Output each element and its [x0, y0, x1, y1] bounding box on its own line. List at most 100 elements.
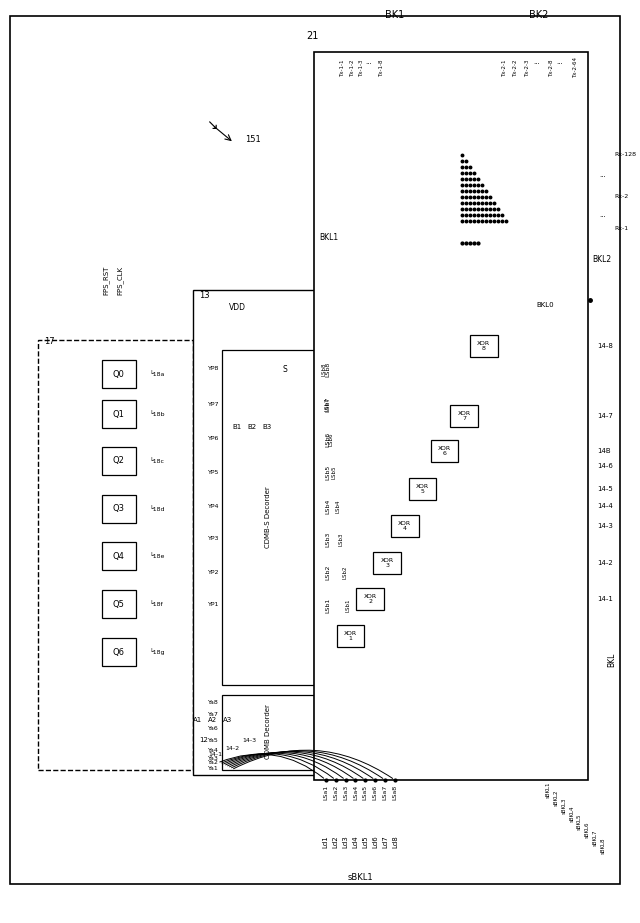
Text: sBKL7: sBKL7 — [593, 830, 598, 846]
Text: XOR
3: XOR 3 — [381, 557, 394, 569]
Text: Rx-128: Rx-128 — [614, 152, 636, 158]
Bar — [373, 552, 401, 574]
Text: B3: B3 — [262, 424, 271, 430]
Bar — [314, 52, 588, 780]
Bar — [102, 447, 136, 475]
Text: Tx-2-8: Tx-2-8 — [549, 59, 554, 77]
Text: 14-5: 14-5 — [597, 486, 613, 492]
Text: sBKL8: sBKL8 — [601, 838, 606, 855]
Bar — [102, 590, 136, 618]
Text: YP8: YP8 — [208, 366, 220, 371]
Text: BKL1: BKL1 — [319, 234, 338, 243]
Text: A2: A2 — [208, 717, 217, 723]
Text: LSb4: LSb4 — [335, 499, 340, 513]
Text: LSa2: LSa2 — [333, 785, 338, 799]
Text: LSb1: LSb1 — [326, 597, 331, 613]
Text: Tx-2-3: Tx-2-3 — [525, 59, 531, 77]
Text: XOR
2: XOR 2 — [364, 593, 377, 605]
Text: Q1: Q1 — [113, 410, 124, 418]
Text: 151: 151 — [245, 136, 260, 145]
Text: YP7: YP7 — [208, 402, 220, 406]
Text: └18b: └18b — [149, 411, 164, 417]
Text: 14-8: 14-8 — [597, 343, 613, 349]
Text: B1: B1 — [232, 424, 242, 430]
Text: Ya3: Ya3 — [209, 756, 220, 761]
Text: └18e: └18e — [149, 553, 164, 559]
Text: └18f: └18f — [149, 601, 163, 607]
Text: Ld3: Ld3 — [342, 835, 349, 848]
Text: FPS_CLK: FPS_CLK — [117, 266, 124, 294]
Text: 12: 12 — [200, 737, 209, 743]
Text: CDMB Decorder: CDMB Decorder — [264, 704, 271, 760]
Text: YP2: YP2 — [208, 569, 220, 574]
Text: BK2: BK2 — [529, 10, 549, 20]
Text: FPS_RST: FPS_RST — [102, 265, 109, 294]
Text: S: S — [283, 366, 287, 375]
Text: LSb8: LSb8 — [326, 362, 331, 377]
Bar — [409, 478, 436, 500]
Bar — [470, 335, 498, 357]
Text: LSb8: LSb8 — [321, 362, 326, 376]
Text: Tx-2-1: Tx-2-1 — [502, 59, 507, 77]
Text: Q6: Q6 — [113, 648, 125, 656]
Text: 14-3: 14-3 — [243, 738, 257, 744]
Text: Q3: Q3 — [113, 505, 125, 513]
Text: sBKL1: sBKL1 — [348, 873, 373, 882]
Text: Tx-2-64: Tx-2-64 — [573, 57, 578, 78]
Text: Q2: Q2 — [113, 457, 124, 465]
Text: Ld8: Ld8 — [392, 835, 398, 848]
Text: Ld5: Ld5 — [362, 835, 369, 848]
Text: YP5: YP5 — [208, 470, 220, 474]
Text: LSb2: LSb2 — [342, 565, 347, 579]
Text: 14-3: 14-3 — [597, 523, 613, 529]
Text: └18a: └18a — [149, 371, 164, 377]
Text: BKL2: BKL2 — [593, 256, 612, 265]
Text: LSb1: LSb1 — [346, 598, 351, 612]
Bar — [451, 405, 478, 427]
Text: LSb3: LSb3 — [326, 532, 331, 546]
Text: 14-6: 14-6 — [597, 463, 613, 469]
Text: A1: A1 — [193, 717, 202, 723]
Text: Ld7: Ld7 — [382, 835, 388, 848]
Text: YP1: YP1 — [208, 603, 220, 607]
Text: LSa1: LSa1 — [323, 785, 328, 799]
Text: Ya1: Ya1 — [209, 766, 220, 772]
Text: 14-2: 14-2 — [597, 560, 613, 566]
Text: CDMB-S Decorder: CDMB-S Decorder — [264, 486, 271, 548]
Text: VDD: VDD — [229, 304, 246, 313]
Text: Tx-1-2: Tx-1-2 — [349, 59, 355, 77]
Text: 17: 17 — [44, 338, 55, 346]
Text: Tx-1-8: Tx-1-8 — [379, 59, 384, 77]
Text: Ld1: Ld1 — [323, 835, 329, 848]
Text: LSa3: LSa3 — [343, 785, 348, 799]
Text: 13: 13 — [200, 291, 210, 299]
Bar — [431, 440, 458, 462]
Text: Ld2: Ld2 — [333, 835, 339, 848]
Text: └18d: └18d — [149, 506, 164, 512]
Text: YP6: YP6 — [208, 437, 220, 441]
Bar — [391, 515, 419, 537]
Text: sBKL2: sBKL2 — [554, 790, 559, 807]
Text: LSb6: LSb6 — [328, 432, 333, 446]
Text: LSa4: LSa4 — [353, 785, 358, 799]
Text: 14-4: 14-4 — [597, 503, 613, 509]
Bar — [193, 290, 316, 775]
Bar — [222, 695, 314, 770]
Text: ↘: ↘ — [207, 118, 218, 132]
Text: LSb7: LSb7 — [326, 396, 331, 412]
Bar — [38, 340, 193, 770]
Text: sBKL3: sBKL3 — [561, 797, 566, 814]
Text: A3: A3 — [223, 717, 232, 723]
Text: XOR
4: XOR 4 — [398, 521, 412, 532]
Text: XOR
6: XOR 6 — [438, 446, 451, 456]
Text: LSa8: LSa8 — [392, 785, 397, 799]
Text: Ld6: Ld6 — [372, 835, 378, 848]
Bar — [102, 360, 136, 388]
Text: BKL: BKL — [608, 653, 617, 667]
Text: BK1: BK1 — [385, 10, 404, 20]
Text: YP4: YP4 — [208, 504, 220, 509]
Text: LSb2: LSb2 — [326, 564, 331, 580]
Text: Q0: Q0 — [113, 369, 124, 378]
Text: LSb5: LSb5 — [326, 464, 331, 480]
Text: LSb4: LSb4 — [326, 498, 331, 514]
